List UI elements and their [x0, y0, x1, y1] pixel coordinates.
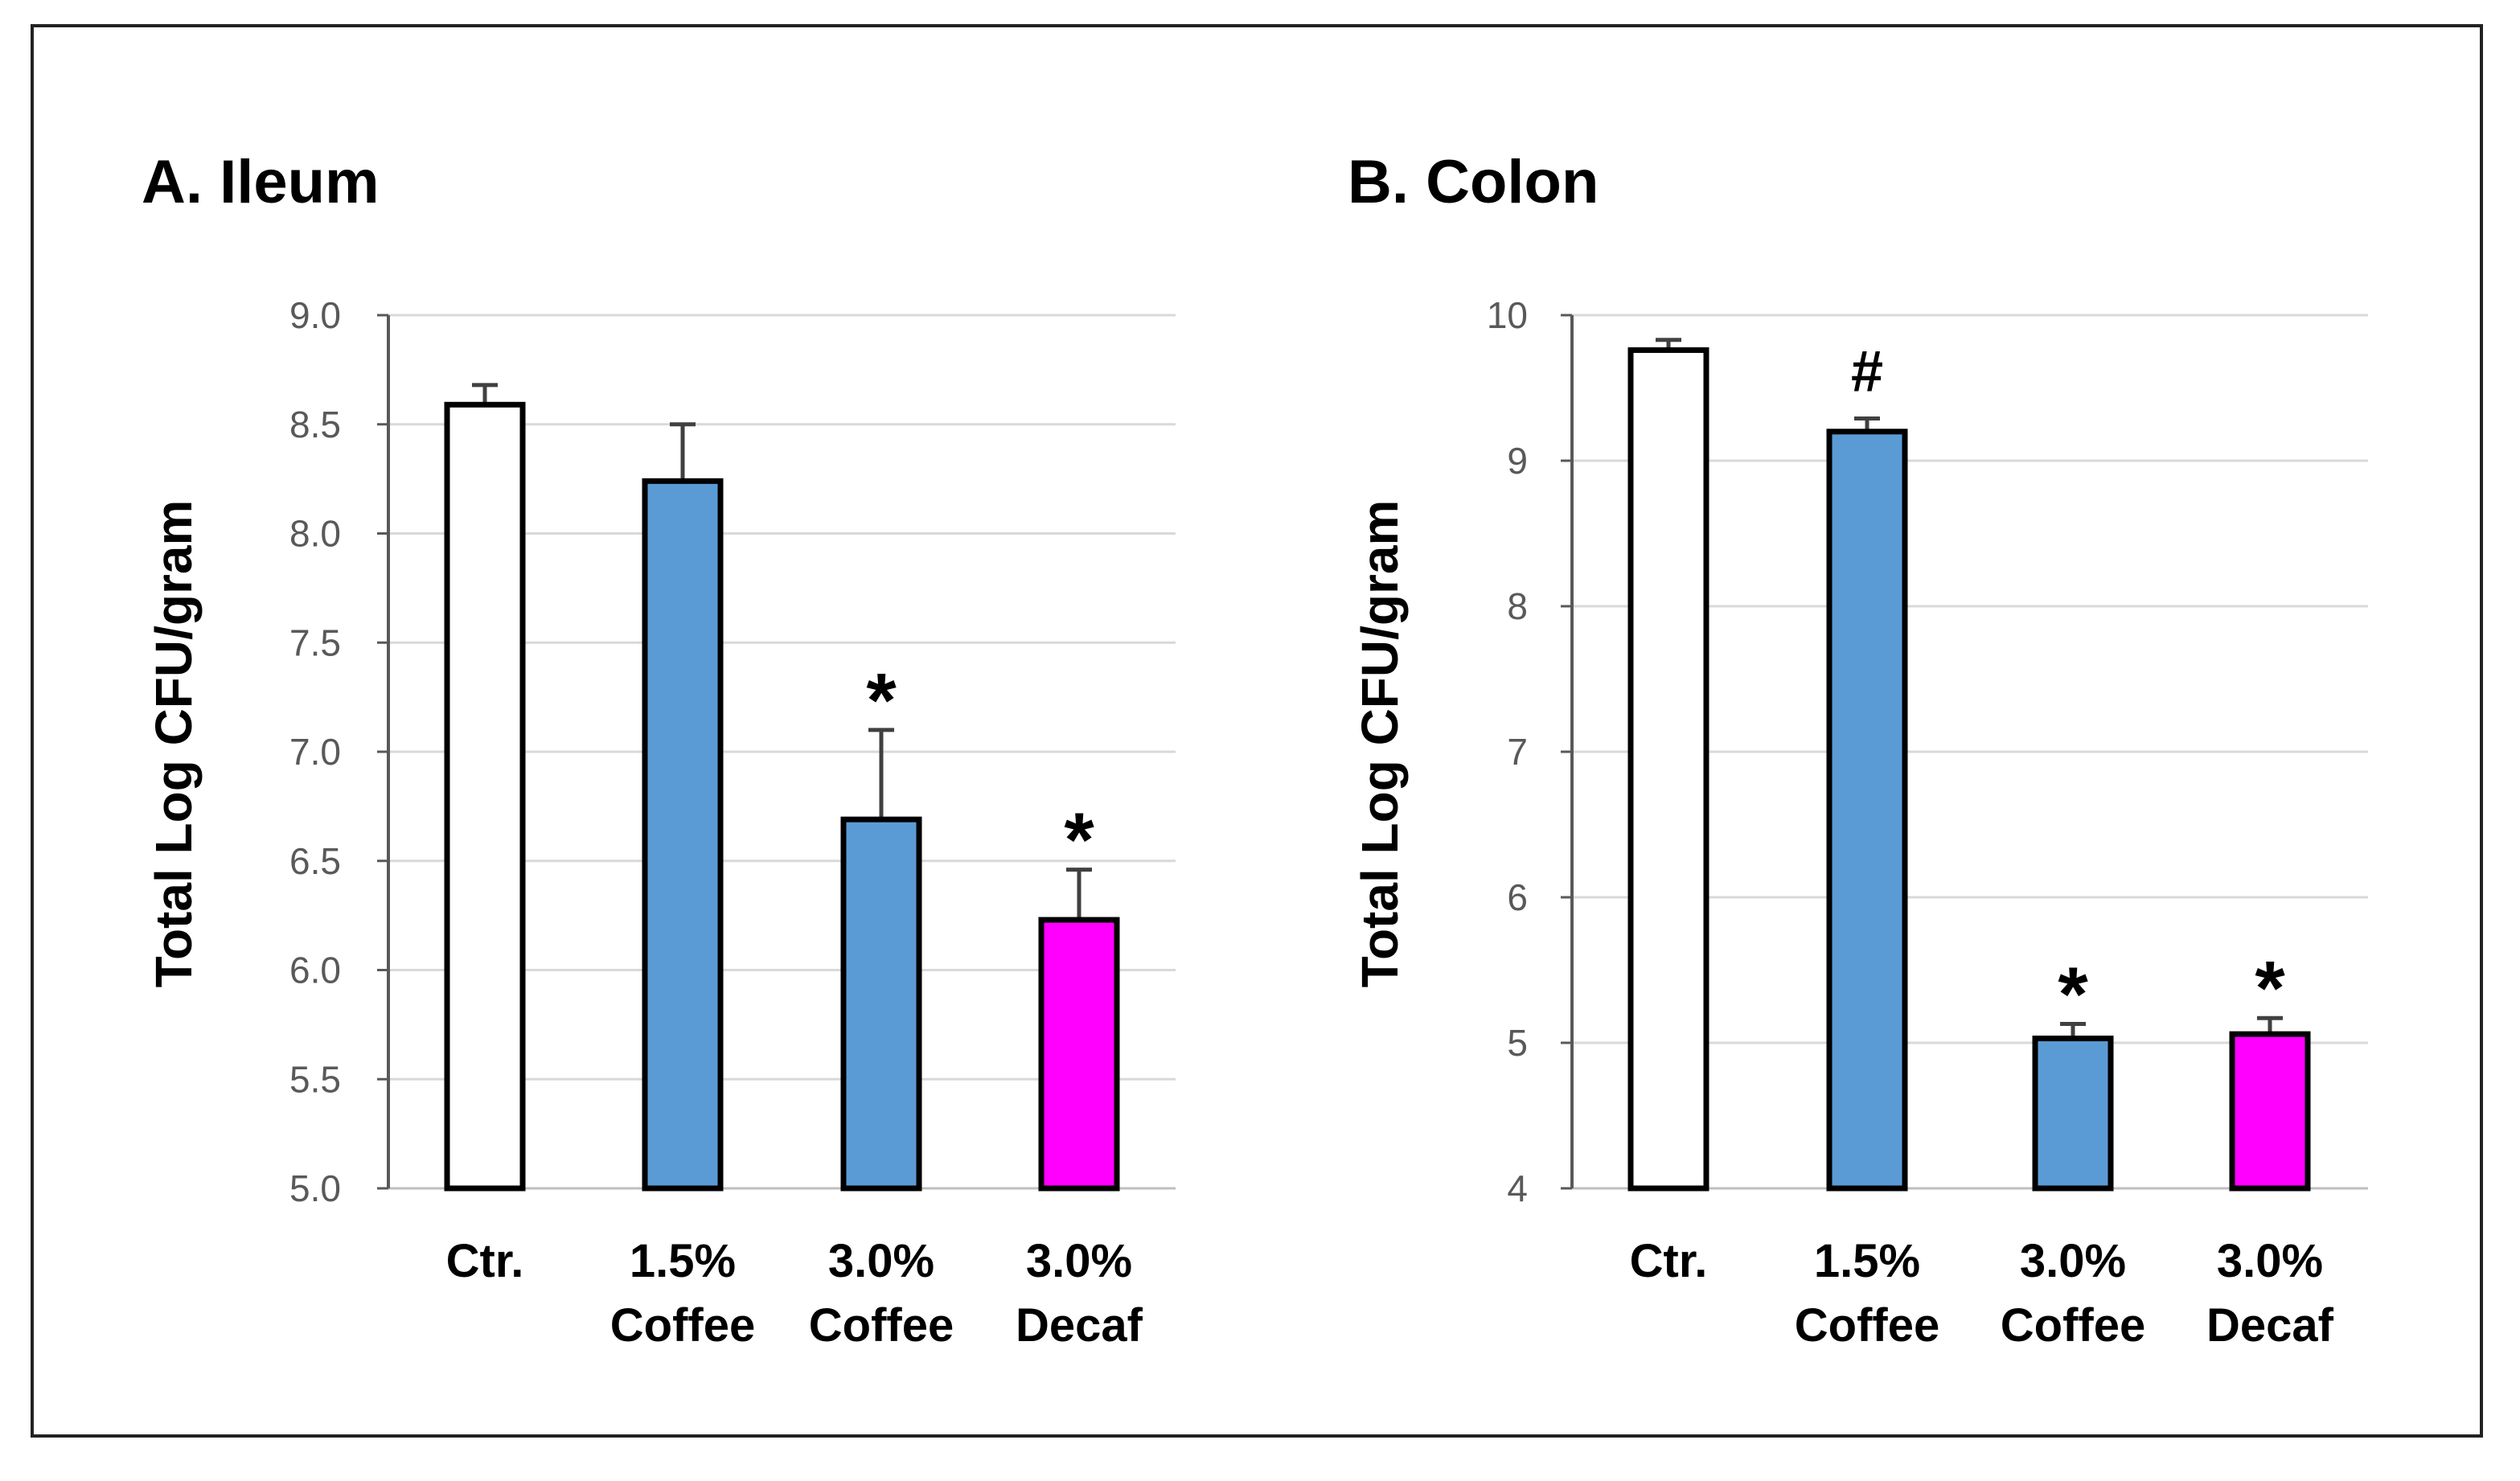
x-tick-label: Coffee	[1795, 1299, 1939, 1352]
y-tick-label: 6.5	[289, 840, 341, 882]
y-tick-label: 7.5	[289, 622, 341, 663]
y-tick-label: 8	[1507, 585, 1528, 627]
x-tick-label: 3.0%	[2217, 1235, 2323, 1287]
bar-3-0-decaf	[1038, 917, 1120, 1192]
y-tick-label: 7	[1507, 731, 1528, 773]
y-tick-label: 10	[1487, 294, 1528, 336]
y-tick-label: 5	[1507, 1022, 1528, 1064]
y-tick-label: 4	[1507, 1167, 1528, 1209]
x-tick-label: 1.5%	[1814, 1235, 1920, 1287]
chart-panel-ileum: A. Ileum Total Log CFU/gram 5.0 5.5 6.0 6.5 7.…	[142, 148, 1176, 1352]
y-tick-label: 6	[1507, 876, 1528, 918]
chart-title: A. Ileum	[142, 148, 380, 216]
x-tick-label: Coffee	[2001, 1299, 2145, 1352]
y-tick-label: 9.0	[289, 294, 341, 336]
x-tick-label: 1.5%	[630, 1235, 736, 1287]
bar-3-0-coffee	[2032, 1036, 2114, 1192]
x-tick-label: 3.0%	[1026, 1235, 1132, 1287]
bar-3-0-coffee	[840, 816, 922, 1192]
x-tick-label: 3.0%	[828, 1235, 934, 1287]
chart-title: B. Colon	[1348, 148, 1599, 216]
bar-3-0-decaf	[2229, 1031, 2311, 1192]
significance-marker: #	[1851, 340, 1883, 404]
bar-ctr	[444, 401, 526, 1192]
significance-marker: *	[2255, 946, 2285, 1032]
x-tick-label: Coffee	[809, 1299, 954, 1352]
significance-marker: *	[1064, 798, 1094, 884]
significance-marker: *	[2058, 951, 2088, 1037]
bar-1-5-coffee	[642, 478, 724, 1192]
x-tick-label: 3.0%	[2020, 1235, 2126, 1287]
figure-frame	[31, 24, 2483, 1438]
y-tick-label: 6.0	[289, 950, 341, 991]
x-tick-label: Ctr.	[446, 1235, 524, 1287]
bar-ctr	[1627, 347, 1709, 1192]
y-tick-label: 8.0	[289, 513, 341, 555]
x-tick-label: Decaf	[2206, 1299, 2334, 1352]
x-tick-label: Coffee	[610, 1299, 755, 1352]
significance-marker: *	[866, 658, 897, 744]
x-tick-label: Ctr.	[1630, 1235, 1708, 1287]
y-tick-label: 5.0	[289, 1167, 341, 1209]
y-tick-label: 5.5	[289, 1058, 341, 1100]
y-tick-label: 8.5	[289, 404, 341, 445]
x-tick-label: Decaf	[1016, 1299, 1143, 1352]
y-axis-label: Total Log CFU/gram	[145, 500, 203, 988]
bar-1-5-coffee	[1826, 429, 1908, 1192]
y-tick-label: 7.0	[289, 731, 341, 773]
y-axis-label: Total Log CFU/gram	[1351, 500, 1409, 988]
y-tick-label: 9	[1507, 440, 1528, 482]
chart-panel-colon: B. Colon Total Log CFU/gram 4 5 6 7 8 9 10 Ctr. #1…	[1348, 148, 2368, 1352]
